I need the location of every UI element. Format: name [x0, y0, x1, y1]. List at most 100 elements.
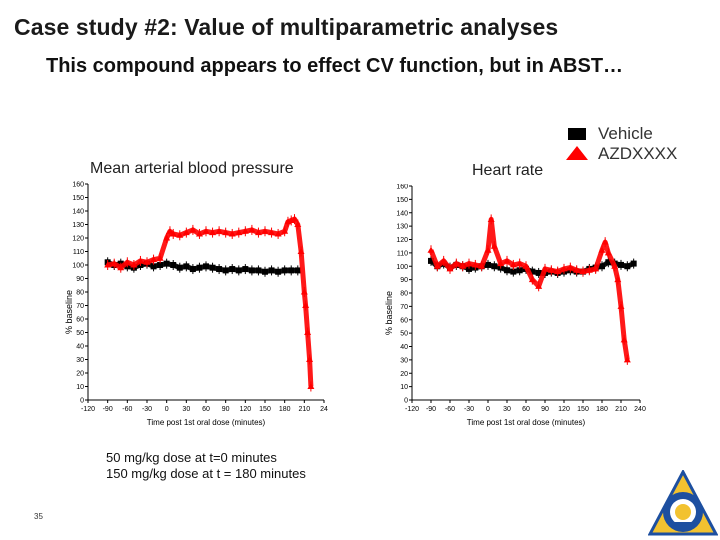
- x-tick-label: 240: [634, 406, 646, 413]
- data-point: [130, 261, 138, 268]
- data-point: [490, 242, 498, 249]
- data-point: [195, 230, 203, 237]
- y-tick-label: 140: [396, 210, 408, 217]
- data-point: [254, 229, 262, 236]
- legend-label: Vehicle: [598, 124, 653, 143]
- data-point: [110, 260, 118, 267]
- data-point: [248, 226, 256, 233]
- data-point: [156, 254, 164, 261]
- data-point: [281, 267, 288, 274]
- data-point: [203, 263, 209, 270]
- data-point: [541, 265, 549, 272]
- data-point: [446, 265, 454, 272]
- dose-note: 150 mg/kg dose at t = 180 minutes: [106, 466, 306, 481]
- data-point: [617, 302, 625, 309]
- y-tick-label: 10: [400, 384, 408, 391]
- data-point: [176, 264, 183, 271]
- data-point: [440, 257, 448, 264]
- data-point: [209, 264, 216, 271]
- y-tick-label: 130: [396, 224, 408, 231]
- dose-note: 50 mg/kg dose at t=0 minutes: [106, 450, 277, 465]
- data-point: [624, 263, 631, 270]
- data-point: [235, 267, 242, 274]
- chart-heart-rate: 0 10 20 30 40 50 60 70 80 90 100 110 120 130 140 150 160…: [384, 184, 646, 427]
- data-point: [117, 264, 125, 271]
- y-tick-label: 20: [400, 371, 408, 378]
- y-tick-label: 150: [396, 197, 408, 204]
- series-line: [107, 216, 314, 387]
- data-point: [504, 267, 510, 274]
- data-point: [166, 227, 174, 234]
- x-tick-label: 0: [165, 406, 169, 413]
- data-point: [176, 231, 184, 238]
- x-tick-label: 150: [577, 406, 589, 413]
- data-point: [605, 259, 612, 266]
- data-point: [598, 246, 606, 253]
- data-point: [573, 266, 581, 273]
- x-tick-label: 60: [202, 406, 210, 413]
- y-tick-label: 70: [400, 304, 408, 311]
- slide-subtitle: This compound appears to effect CV funct…: [46, 55, 624, 77]
- data-point: [202, 227, 210, 234]
- x-tick-label: 30: [503, 406, 511, 413]
- data-point: [484, 246, 492, 253]
- data-point: [261, 227, 269, 234]
- data-point: [487, 215, 495, 222]
- data-point: [452, 260, 460, 267]
- y-tick-label: 30: [76, 357, 84, 364]
- data-point: [275, 268, 282, 275]
- y-tick-label: 30: [400, 357, 408, 364]
- y-tick-label: 80: [400, 291, 408, 298]
- data-point: [170, 262, 177, 268]
- data-point: [528, 276, 536, 283]
- x-tick-label: 180: [596, 406, 608, 413]
- x-tick-label: -30: [142, 406, 152, 413]
- chart-blood-pressure: 0 10 20 30 40 50 60 70 80 90 100 110 120 130 140 150 160…: [64, 182, 328, 428]
- data-point: [215, 227, 223, 234]
- y-tick-label: 130: [72, 222, 84, 229]
- data-point: [304, 329, 312, 335]
- x-tick-label: -90: [426, 406, 436, 413]
- data-point: [478, 262, 486, 269]
- data-point: [274, 230, 282, 237]
- data-point: [516, 260, 524, 267]
- y-tick-label: 60: [76, 317, 84, 324]
- data-point: [157, 262, 164, 268]
- data-point: [497, 260, 505, 267]
- data-point: [535, 282, 543, 289]
- data-point: [614, 276, 622, 283]
- data-point: [281, 227, 289, 234]
- x-tick-label: -120: [405, 406, 419, 413]
- dose-notes: 50 mg/kg dose at t=0 minutes 150 mg/kg d…: [106, 450, 306, 482]
- chart-title-blood-pressure: Mean arterial blood pressure: [90, 160, 294, 177]
- data-point: [433, 262, 441, 269]
- y-tick-label: 110: [397, 250, 408, 257]
- x-tick-label: 90: [541, 406, 549, 413]
- data-point: [242, 266, 249, 273]
- data-point: [560, 265, 568, 272]
- legend-item-azdxxxx: AZDXXXX: [566, 144, 716, 166]
- data-point: [150, 263, 157, 270]
- data-point: [620, 336, 628, 343]
- data-point: [592, 265, 600, 272]
- x-tick-label: -30: [464, 406, 474, 413]
- x-tick-label: 210: [615, 406, 627, 413]
- chart-title-heart-rate: Heart rate: [472, 162, 544, 179]
- y-tick-label: 140: [72, 209, 84, 216]
- y-tick-label: 160: [72, 182, 84, 189]
- x-tick-label: 120: [239, 406, 251, 413]
- y-tick-label: 50: [76, 330, 84, 337]
- data-point: [123, 258, 131, 265]
- data-point: [163, 260, 170, 267]
- data-point: [235, 229, 243, 236]
- data-point: [209, 229, 217, 236]
- x-tick-label: 90: [222, 406, 230, 413]
- data-point: [427, 246, 435, 253]
- data-point: [248, 267, 255, 274]
- y-tick-label: 80: [76, 290, 84, 297]
- y-tick-label: 120: [396, 237, 408, 244]
- data-point: [601, 238, 609, 245]
- data-point: [466, 265, 472, 272]
- slide-title: Case study #2: Value of multiparametric …: [14, 14, 559, 40]
- data-point: [503, 257, 511, 264]
